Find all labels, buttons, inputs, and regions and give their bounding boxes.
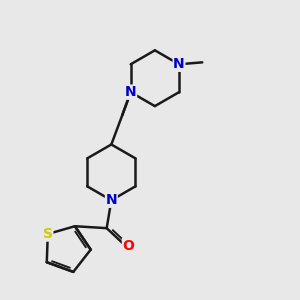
Text: S: S [43, 227, 53, 241]
Text: N: N [173, 57, 185, 71]
Text: N: N [106, 193, 117, 207]
Text: N: N [125, 85, 136, 99]
Text: O: O [122, 238, 134, 253]
